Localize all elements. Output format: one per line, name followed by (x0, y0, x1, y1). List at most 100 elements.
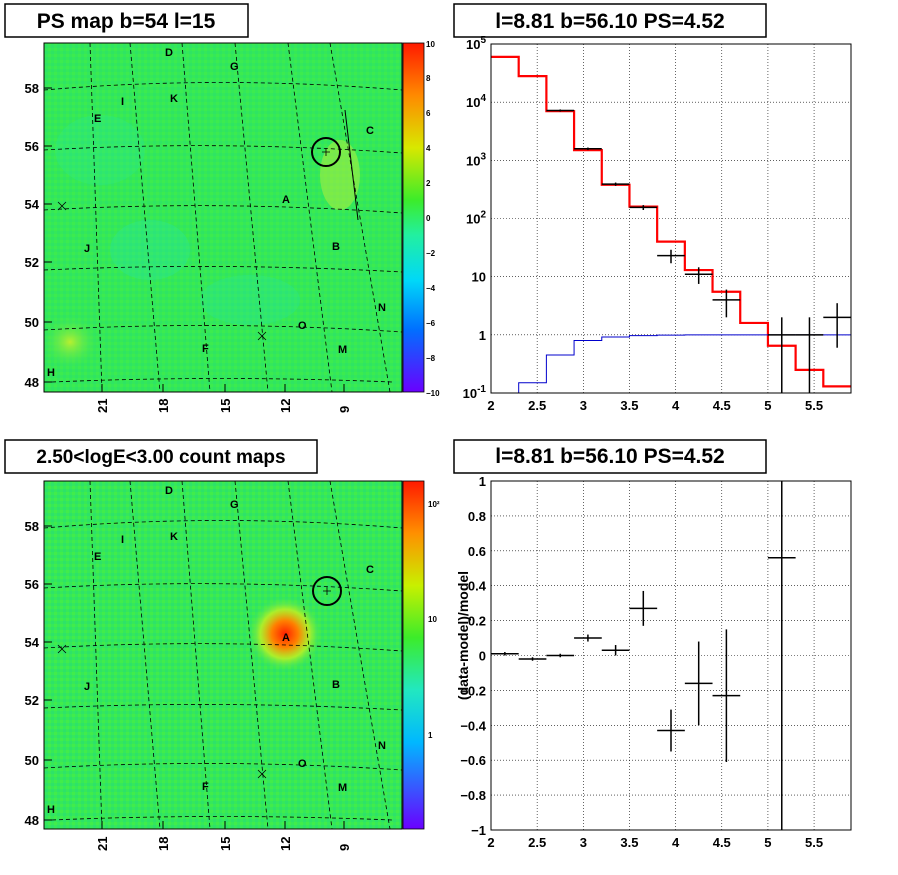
region-label-o: O (298, 758, 307, 770)
region-label-n: N (378, 740, 386, 752)
ps-map-y-ticks: 58 56 54 52 50 48 (25, 81, 40, 390)
count-map-y-ticks: 58 56 54 52 50 48 (25, 519, 40, 828)
residual-frame (490, 480, 852, 831)
count-map-ytick: 48 (25, 813, 39, 828)
residual-ytick-label: −0.6 (460, 753, 486, 768)
residual-ytick-label: 0.6 (468, 544, 486, 559)
spectrum-ytick-label: 102 (466, 210, 486, 227)
region-label-h: H (47, 367, 55, 379)
residual-ytick-label: 0.8 (468, 509, 486, 524)
count-map-panel: 2.50<logE<3.00 count maps (4, 439, 440, 851)
count-map-xtick: 9 (337, 844, 352, 851)
ps-map-ytick: 50 (25, 315, 39, 330)
region-label-d: D (165, 485, 173, 497)
ps-map-panel: PS map b=54 l=15 (4, 3, 440, 413)
spectrum-xtick-label: 4 (672, 398, 680, 413)
residual-data-point (712, 629, 741, 762)
colorbar-tick: 1 (428, 731, 433, 740)
spectrum-plot: 2 2.5 3 3.5 4 4.5 5 5.5 10-1 1 10 102 103 104 105 (463, 35, 852, 413)
spectrum-ytick-label: 104 (466, 93, 486, 110)
count-map-image (44, 481, 402, 829)
residual-data-point (518, 657, 547, 661)
region-label-a: A (282, 632, 290, 644)
ps-map-title-box (4, 3, 249, 38)
residual-data-point (767, 481, 796, 830)
residual-panel: l=8.81 b=56.10 PS=4.52 2 2.5 3 3.5 4 4.5 5 5.5 −… (453, 439, 852, 850)
colorbar-tick: 8 (426, 74, 431, 83)
count-map-target-circle (312, 576, 342, 606)
ps-map-xtick: 18 (156, 399, 171, 413)
ps-map-xtick: 15 (218, 399, 233, 413)
residual-data-point (684, 641, 713, 726)
residual-ytick-label: 0.2 (468, 614, 486, 629)
count-map-ytick: 52 (25, 693, 39, 708)
spectrum-xtick-label: 3.5 (620, 398, 638, 413)
ps-map-title: PS map b=54 l=15 (37, 10, 216, 33)
spectrum-title-box (453, 3, 767, 38)
region-label-j: J (84, 681, 90, 693)
count-map-ytick: 54 (25, 635, 40, 650)
colorbar-tick: −8 (426, 354, 436, 363)
region-label-g: G (230, 61, 239, 73)
residual-ytick-label: 0.4 (468, 579, 487, 594)
residual-xtick-label: 5 (764, 835, 771, 850)
spectrum-ytick-label: 105 (466, 35, 486, 52)
spectrum-data-point (684, 267, 713, 284)
count-map-colorbar-ticks: 10² 10 1 (428, 500, 440, 740)
colorbar-tick: −2 (426, 249, 436, 258)
spectrum-xtick-label: 3 (580, 398, 587, 413)
region-label-i: I (121, 96, 124, 108)
region-label-c: C (366, 564, 374, 576)
ps-map-region-labels: D G K I E C A J B N O F M H (47, 47, 386, 379)
spectrum-data-point (823, 303, 851, 348)
count-map-xtick: 21 (95, 837, 110, 851)
ps-map-ytick: 54 (25, 197, 40, 212)
count-map-region-labels: D G K I E C A J B N O F M H (47, 485, 386, 816)
colorbar-tick: −6 (426, 319, 436, 328)
residual-data-point (491, 652, 519, 656)
region-label-k: K (170, 93, 178, 105)
residual-title-box (453, 439, 767, 474)
residual-data-point (546, 653, 575, 658)
count-map-xtick: 12 (278, 837, 293, 851)
region-label-b: B (332, 679, 340, 691)
region-label-a: A (282, 194, 290, 206)
spectrum-ytick-label: 10-1 (463, 384, 487, 401)
colorbar-tick: 0 (426, 214, 431, 223)
ps-map-colorbar-ticks: 10 8 6 4 2 0 −2 −4 −6 −8 −10 (426, 40, 440, 398)
count-map-xtick: 18 (156, 837, 171, 851)
spectrum-title: l=8.81 b=56.10 PS=4.52 (495, 10, 724, 33)
residual-xtick-label: 2 (487, 835, 494, 850)
ps-map-x-ticks: 21 18 15 12 9 (95, 399, 352, 413)
colorbar-tick: 10 (428, 615, 437, 624)
spectrum-data-point (629, 205, 658, 211)
colorbar-tick: 4 (426, 144, 431, 153)
residual-data-point (657, 709, 685, 752)
ps-map-image (44, 43, 402, 392)
spectrum-data-point (657, 249, 685, 264)
spectrum-frame (490, 43, 852, 394)
residual-xtick-label: 3 (580, 835, 587, 850)
residual-ytick-label: −0.4 (460, 718, 486, 733)
colorbar-tick: 10 (426, 40, 435, 49)
colorbar-tick: 2 (426, 179, 431, 188)
spectrum-data-point (795, 317, 824, 393)
spectrum-xtick-label: 4.5 (713, 398, 731, 413)
region-label-c: C (366, 125, 374, 137)
residual-ytick-label: 0 (479, 649, 486, 664)
residual-data-point (629, 590, 658, 626)
ps-map-xtick: 21 (95, 399, 110, 413)
residual-ytick-label: −1 (471, 823, 486, 838)
spectrum-data-point (712, 289, 741, 318)
residual-xtick-label: 4.5 (713, 835, 731, 850)
residual-title: l=8.81 b=56.10 PS=4.52 (495, 445, 724, 468)
colorbar-tick: −10 (426, 389, 440, 398)
colorbar-tick: 10² (428, 500, 440, 509)
residual-ylabel: (data-model)/model (455, 571, 471, 700)
count-map-x-ticks: 21 18 15 12 9 (95, 837, 352, 851)
spectrum-panel: l=8.81 b=56.10 PS=4.52 2 2.5 3 3.5 4 4.5 5 5.5 1… (453, 3, 852, 413)
ps-map-xtick: 12 (278, 399, 293, 413)
residual-data-point (574, 634, 602, 642)
count-map-colorbar (402, 480, 425, 830)
